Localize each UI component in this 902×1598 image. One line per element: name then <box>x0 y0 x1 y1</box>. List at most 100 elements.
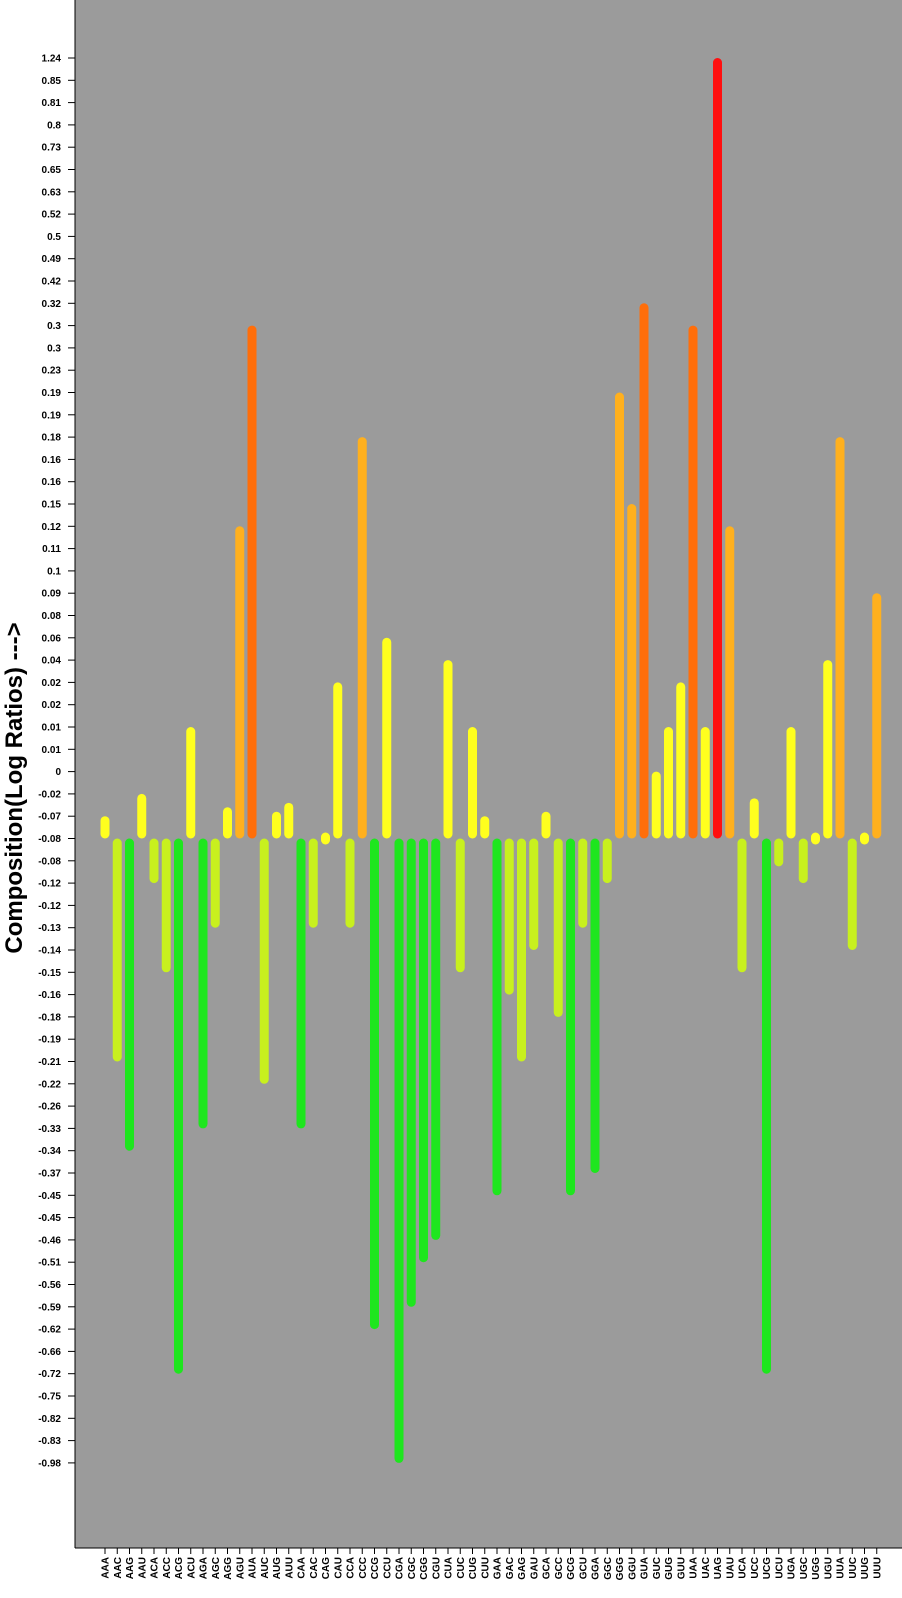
x-tick-label: CUG <box>468 1557 479 1579</box>
x-tick-label: ACC <box>162 1557 173 1579</box>
x-tick-label: ACU <box>186 1557 197 1579</box>
x-tick-label: GUA <box>640 1557 651 1579</box>
bar-auu <box>284 802 294 839</box>
bar-uga <box>786 727 796 839</box>
bar-agu <box>235 526 245 839</box>
y-tick-label: 0.01 <box>42 745 62 756</box>
bar-aug <box>272 811 281 839</box>
x-tick-label: GUU <box>676 1557 687 1579</box>
bar-gcu <box>578 838 588 928</box>
bar-auc <box>259 838 269 1084</box>
bar-cga <box>394 838 404 1463</box>
bar-aac <box>112 838 122 1062</box>
bar-gcg <box>566 838 575 1196</box>
y-tick-label: 0.52 <box>42 210 62 221</box>
bar-ggu <box>627 504 637 839</box>
x-tick-label: UAC <box>701 1557 712 1579</box>
x-tick-label: CGA <box>395 1557 406 1579</box>
bar-uuc <box>847 838 857 950</box>
bar-uua <box>835 437 845 839</box>
x-tick-label: CUC <box>456 1557 467 1579</box>
y-tick-label: 0.8 <box>47 120 61 131</box>
x-tick-label: CAU <box>333 1557 344 1579</box>
x-axis-ticks: AAA AAC AAG AAU ACA ACC ACG ACU AGA AGC AGG AGU AUA A… <box>101 1548 883 1580</box>
y-tick-label: -0.72 <box>38 1369 61 1380</box>
x-tick-label: GAG <box>517 1557 528 1580</box>
x-tick-label: GGU <box>627 1557 638 1580</box>
y-tick-label: 0.85 <box>42 76 62 87</box>
bar-aua <box>247 325 257 839</box>
y-tick-label: 0.23 <box>42 366 62 377</box>
y-tick-label: 0.11 <box>42 544 61 555</box>
x-tick-label: GCG <box>566 1557 577 1580</box>
bar-cau <box>333 682 343 839</box>
bar-uag <box>713 58 722 839</box>
x-tick-label: UGC <box>799 1557 810 1579</box>
y-tick-label: -0.82 <box>38 1414 61 1425</box>
bar-ugg <box>811 832 820 845</box>
y-axis-ticks: 1.24 0.85 0.81 0.8 0.73 0.65 0.63 0.52 0.5 0.49 0.… <box>38 54 75 1469</box>
x-tick-label: GUC <box>652 1557 663 1579</box>
bar-ggc <box>602 838 612 884</box>
bar-uac <box>700 727 710 839</box>
y-tick-label: -0.45 <box>38 1191 61 1202</box>
y-tick-label: 0.08 <box>42 611 62 622</box>
x-tick-label: CCG <box>370 1557 381 1579</box>
bar-aau <box>137 793 147 839</box>
y-tick-label: 0.3 <box>47 343 61 354</box>
y-tick-label: 0 <box>55 767 61 778</box>
y-tick-label: 0.19 <box>42 410 62 421</box>
y-tick-label: 0.02 <box>42 700 62 711</box>
x-tick-label: GAC <box>505 1557 516 1579</box>
bar-aag <box>125 838 134 1151</box>
x-tick-label: AGU <box>235 1557 246 1579</box>
y-tick-label: 0.09 <box>42 589 62 600</box>
x-tick-label: UGG <box>811 1557 822 1580</box>
y-tick-label: 0.16 <box>42 455 62 466</box>
x-tick-label: CGU <box>431 1557 442 1579</box>
y-tick-label: -0.15 <box>38 968 61 979</box>
y-tick-label: 0.06 <box>42 633 62 644</box>
bar-acc <box>161 838 171 973</box>
y-tick-label: -0.98 <box>38 1458 61 1469</box>
y-tick-label: -0.33 <box>38 1124 61 1135</box>
x-tick-label: CGC <box>407 1557 418 1579</box>
bar-cug <box>468 727 477 839</box>
y-tick-label: 0.49 <box>42 254 62 265</box>
bar-cac <box>308 838 318 928</box>
y-tick-label: -0.22 <box>38 1079 61 1090</box>
x-tick-label: ACA <box>150 1557 161 1579</box>
bar-ccc <box>357 437 367 839</box>
x-tick-label: UAU <box>725 1557 736 1579</box>
x-tick-label: CCA <box>346 1557 357 1579</box>
bar-ucg <box>762 838 771 1374</box>
bar-gga <box>590 838 600 1173</box>
y-tick-label: -0.45 <box>38 1213 61 1224</box>
x-tick-label: UCA <box>738 1557 749 1579</box>
x-tick-label: CCU <box>382 1557 393 1579</box>
bar-cgg <box>419 838 428 1263</box>
bar-acg <box>174 838 183 1374</box>
x-tick-label: AUC <box>260 1557 271 1579</box>
x-tick-label: AUA <box>248 1557 259 1579</box>
y-tick-label: -0.14 <box>38 946 61 957</box>
x-tick-label: UUU <box>872 1557 883 1579</box>
y-tick-label: -0.21 <box>38 1057 61 1068</box>
x-tick-label: UUG <box>860 1557 871 1579</box>
plot-area <box>75 0 902 1548</box>
bar-ccg <box>370 838 379 1330</box>
bar-gag <box>517 838 526 1062</box>
x-tick-label: GGA <box>591 1557 602 1580</box>
bar-cuc <box>455 838 465 973</box>
x-tick-label: AUU <box>284 1557 295 1579</box>
y-tick-label: 0.02 <box>42 678 62 689</box>
bar-uaa <box>688 325 698 839</box>
x-tick-label: GAU <box>529 1557 540 1579</box>
y-tick-label: 0.16 <box>42 477 62 488</box>
x-tick-label: GUG <box>664 1557 675 1580</box>
y-tick-label: 0.15 <box>42 500 62 511</box>
x-tick-label: UAA <box>689 1557 700 1579</box>
x-tick-label: GCA <box>542 1557 553 1579</box>
y-tick-label: -0.08 <box>38 856 61 867</box>
